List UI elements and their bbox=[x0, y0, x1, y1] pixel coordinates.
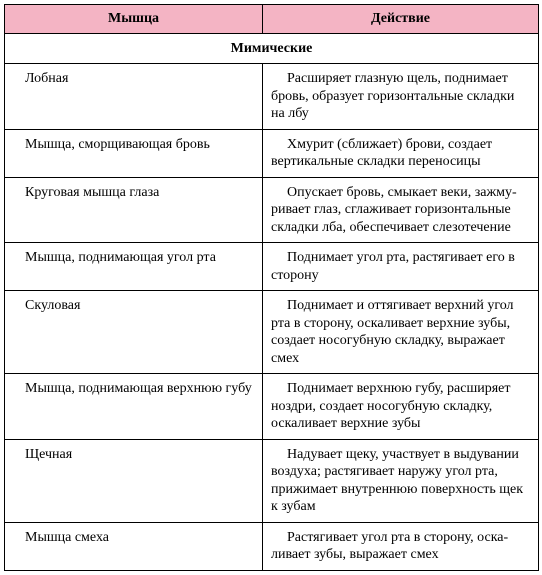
table-row: Щечная Надувает щеку, участвует в выдува… bbox=[5, 439, 539, 522]
table-row: Лобная Расширяет глазную щель, поднимает… bbox=[5, 64, 539, 130]
action-cell: Расширяет глазную щель, поднимает бровь,… bbox=[263, 64, 539, 130]
table-row: Круговая мышца глаза Опускает бровь, смы… bbox=[5, 177, 539, 243]
muscle-cell: Скуловая bbox=[5, 291, 263, 374]
table-row: Скуловая Поднимает и оттягивает верхний … bbox=[5, 291, 539, 374]
muscle-table: Мышца Действие Мимические Лобная Расширя… bbox=[4, 4, 539, 571]
action-cell: Хмурит (сближает) брови, создает вертика… bbox=[263, 129, 539, 177]
action-cell: Поднимает угол рта, растягивает его в ст… bbox=[263, 243, 539, 291]
muscle-cell: Щечная bbox=[5, 439, 263, 522]
header-row: Мышца Действие bbox=[5, 5, 539, 34]
table-row: Мышца, поднимающая верхнюю губу Поднимае… bbox=[5, 374, 539, 440]
muscle-cell: Мышца, сморщивающая бровь bbox=[5, 129, 263, 177]
action-cell: Поднимает и оттягивает верхний угол рта … bbox=[263, 291, 539, 374]
muscle-cell: Круговая мышца глаза bbox=[5, 177, 263, 243]
muscle-cell: Лобная bbox=[5, 64, 263, 130]
section-title: Мимические bbox=[5, 33, 539, 64]
action-cell: Надувает щеку, участвует в выдувании воз… bbox=[263, 439, 539, 522]
header-muscle: Мышца bbox=[5, 5, 263, 34]
muscle-cell: Мышца смеха bbox=[5, 522, 263, 570]
action-cell: Поднимает верхнюю губу, расширяет ноздри… bbox=[263, 374, 539, 440]
table-row: Мышца, сморщивающая бровь Хмурит (сближа… bbox=[5, 129, 539, 177]
table-row: Мышца, поднимающая угол рта Поднимает уг… bbox=[5, 243, 539, 291]
action-cell: Опускает бровь, смыкает веки, зажму­рива… bbox=[263, 177, 539, 243]
muscle-cell: Мышца, поднимающая угол рта bbox=[5, 243, 263, 291]
muscle-cell: Мышца, поднимающая верхнюю губу bbox=[5, 374, 263, 440]
table-row: Мышца смеха Растягивает угол рта в сторо… bbox=[5, 522, 539, 570]
header-action: Действие bbox=[263, 5, 539, 34]
section-row: Мимические bbox=[5, 33, 539, 64]
action-cell: Растягивает угол рта в сторону, оска­лив… bbox=[263, 522, 539, 570]
